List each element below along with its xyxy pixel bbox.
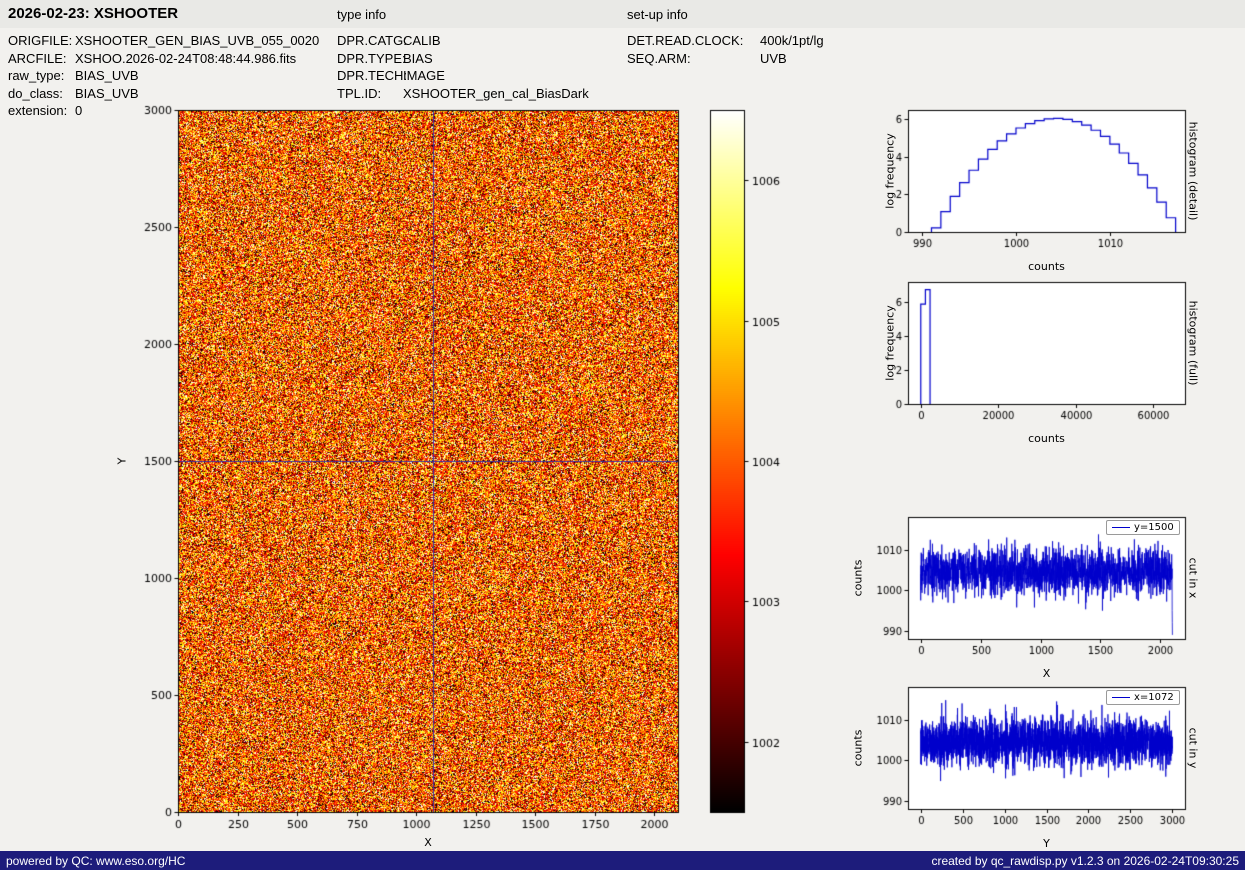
raw-image-plot: X Y [110,105,710,862]
meta-value: IMAGE [403,67,445,85]
meta-label: do_class: [8,85,75,103]
raw-image-ylabel: Y [116,458,129,465]
footer-bar: powered by QC: www.eso.org/HC created by… [0,851,1245,870]
header-bar: 2026-02-23: XSHOOTER type info set-up in… [0,0,1245,28]
meta-value: XSHOO.2026-02-24T08:48:44.986.fits [75,50,296,68]
type-info-block: DPR.CATG: CALIB DPR.TYPE: BIAS DPR.TECH:… [337,32,589,102]
meta-value: 400k/1pt/lg [760,32,824,50]
meta-value: BIAS_UVB [75,67,139,85]
meta-origfile: ORIGFILE: XSHOOTER_GEN_BIAS_UVB_055_0020 [8,32,319,50]
cut-x-plot: X counts cut in x y=1500 [863,509,1193,679]
meta-raw-type: raw_type: BIAS_UVB [8,67,319,85]
meta-dpr-tech: DPR.TECH: IMAGE [337,67,589,85]
meta-tpl-id: TPL.ID: XSHOOTER_gen_cal_BiasDark [337,85,589,103]
legend-label: x=1072 [1134,692,1174,703]
legend-line-sample [1112,527,1130,528]
qc-report-page: 2026-02-23: XSHOOTER type info set-up in… [0,0,1245,870]
legend-cut-x: y=1500 [1106,520,1180,535]
meta-seq-arm: SEQ.ARM: UVB [627,50,824,68]
cut-y-side-label: cut in y [1187,728,1200,769]
type-info-heading: type info [337,7,386,22]
meta-do-class: do_class: BIAS_UVB [8,85,319,103]
cut-x-side-label: cut in x [1187,558,1200,599]
histogram-detail-canvas [863,102,1193,252]
meta-label: ARCFILE: [8,50,75,68]
meta-label: DPR.TYPE: [337,50,403,68]
meta-value: BIAS_UVB [75,85,139,103]
histogram-detail-ylabel: log frequency [884,133,897,208]
cut-y-plot: Y counts cut in y x=1072 [863,679,1193,849]
colorbar [705,105,805,850]
meta-label: DPR.CATG: [337,32,403,50]
meta-value: XSHOOTER_GEN_BIAS_UVB_055_0020 [75,32,319,50]
cut-y-xlabel: Y [908,837,1185,850]
histogram-detail-plot: counts log frequency histogram (detail) [863,102,1193,272]
meta-arcfile: ARCFILE: XSHOO.2026-02-24T08:48:44.986.f… [8,50,319,68]
meta-label: ORIGFILE: [8,32,75,50]
histogram-full-canvas [863,274,1193,424]
colorbar-canvas [705,105,805,850]
meta-label: TPL.ID: [337,85,403,103]
raw-image-canvas [110,105,710,850]
legend-line-sample [1112,697,1130,698]
footer-left: powered by QC: www.eso.org/HC [6,854,185,868]
meta-value: UVB [760,50,787,68]
histogram-detail-xlabel: counts [908,260,1185,273]
meta-dpr-type: DPR.TYPE: BIAS [337,50,589,68]
setup-info-block: DET.READ.CLOCK: 400k/1pt/lg SEQ.ARM: UVB [627,32,824,67]
histogram-full-xlabel: counts [908,432,1185,445]
meta-label: SEQ.ARM: [627,50,760,68]
meta-det-read-clock: DET.READ.CLOCK: 400k/1pt/lg [627,32,824,50]
meta-value: BIAS [403,50,433,68]
legend-cut-y: x=1072 [1106,690,1180,705]
meta-value: CALIB [403,32,441,50]
page-title: 2026-02-23: XSHOOTER [8,5,178,22]
meta-label: DET.READ.CLOCK: [627,32,760,50]
cut-x-ylabel: counts [852,560,865,597]
footer-right: created by qc_rawdisp.py v1.2.3 on 2026-… [931,854,1239,868]
meta-label: extension: [8,102,75,120]
meta-value: 0 [75,102,82,120]
setup-info-heading: set-up info [627,7,688,22]
legend-label: y=1500 [1134,522,1174,533]
meta-dpr-catg: DPR.CATG: CALIB [337,32,589,50]
cut-y-ylabel: counts [852,730,865,767]
histogram-detail-side-label: histogram (detail) [1187,122,1200,221]
histogram-full-ylabel: log frequency [884,305,897,380]
raw-image-xlabel: X [178,836,678,849]
meta-label: raw_type: [8,67,75,85]
meta-value: XSHOOTER_gen_cal_BiasDark [403,85,589,103]
histogram-full-side-label: histogram (full) [1187,301,1200,386]
histogram-full-plot: counts log frequency histogram (full) [863,274,1193,444]
meta-label: DPR.TECH: [337,67,403,85]
